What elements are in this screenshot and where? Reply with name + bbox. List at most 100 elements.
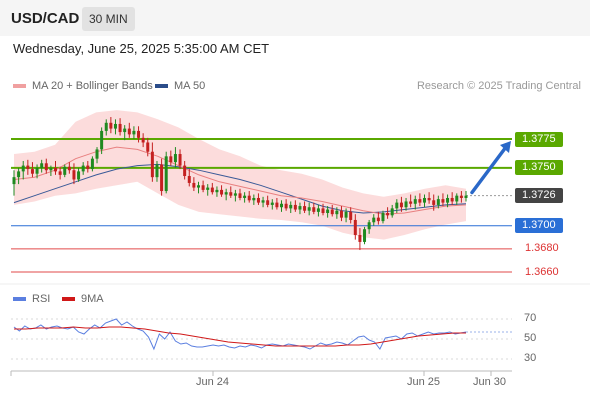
candle-body	[266, 200, 270, 205]
candle-body	[353, 219, 357, 235]
candle-body	[459, 195, 463, 198]
candle-body	[390, 208, 394, 216]
candle-body	[284, 203, 288, 209]
datetime-label: Wednesday, June 25, 2025 5:35:00 AM CET	[13, 41, 270, 56]
rsi-ma9-line	[14, 326, 466, 347]
forecast-arrow-head	[500, 141, 511, 153]
candle-body	[86, 165, 90, 170]
symbol-title: USD/CAD	[11, 10, 80, 27]
rsi-tick-50: 50	[524, 332, 537, 344]
rsi-swatch	[13, 297, 26, 301]
candle-body	[256, 197, 260, 203]
candle-body	[441, 199, 445, 203]
candle-body	[183, 165, 187, 177]
candle-body	[238, 193, 242, 198]
candle-body	[455, 195, 459, 202]
candle-body	[123, 128, 127, 133]
candle-body	[252, 197, 256, 201]
candle-body	[63, 166, 67, 175]
candle-body	[367, 222, 371, 230]
candle-body	[173, 154, 177, 163]
candle-body	[109, 122, 113, 129]
level-tag-1-3660: 1.3660	[525, 265, 559, 278]
ma20-label: MA 20 + Bollinger Bands	[32, 80, 153, 92]
rsi-tick-30: 30	[524, 352, 537, 364]
candle-body	[150, 151, 154, 178]
rsi-tick-70: 70	[524, 312, 537, 324]
candle-body	[349, 211, 353, 220]
candle-body	[464, 195, 468, 198]
candle-body	[409, 201, 413, 204]
candle-body	[137, 130, 141, 138]
candle-body	[35, 167, 39, 174]
rsi-label: RSI	[32, 293, 51, 305]
ma20-line	[13, 146, 467, 215]
candle-body	[187, 176, 191, 183]
candle-body	[12, 177, 16, 185]
ma9-label: 9MA	[81, 293, 104, 305]
candle-body	[418, 199, 422, 203]
candle-body	[164, 156, 168, 192]
legend-ma9: 9MA	[62, 293, 104, 305]
timeframe-badge[interactable]: 30 MIN	[82, 7, 135, 31]
legend-ma50: MA 50	[155, 80, 205, 92]
candle-body	[224, 192, 228, 195]
candle-body	[104, 122, 108, 131]
candle-body	[49, 167, 53, 171]
candle-body	[395, 202, 399, 209]
candle-body	[58, 171, 62, 175]
candle-body	[376, 217, 380, 222]
candle-body	[280, 203, 284, 208]
legend-rsi: RSI	[13, 293, 50, 305]
candle-body	[413, 199, 417, 204]
candle-body	[146, 142, 150, 152]
candle-body	[21, 165, 25, 172]
candle-body	[206, 187, 210, 190]
candle-body	[261, 200, 265, 203]
rsi-line	[13, 318, 467, 351]
candle-body	[127, 128, 131, 135]
candle-body	[358, 234, 362, 242]
level-tag-1-3680: 1.3680	[525, 242, 559, 255]
candle-body	[95, 149, 99, 159]
candle-body	[169, 156, 173, 163]
candle-body	[275, 202, 279, 208]
level-tag-1-3750: 1.3750	[515, 160, 563, 176]
candle-body	[243, 195, 247, 198]
level-tag-1-3700: 1.3700	[515, 218, 563, 234]
candle-body	[132, 130, 136, 135]
candle-body	[307, 207, 311, 211]
candle-body	[40, 163, 44, 168]
candle-body	[196, 185, 200, 188]
candle-body	[289, 204, 293, 209]
ma20-swatch	[13, 84, 26, 88]
candle-body	[229, 192, 233, 196]
candle-body	[141, 137, 145, 143]
candle-body	[399, 202, 403, 208]
candle-body	[293, 204, 297, 210]
candle-body	[178, 154, 182, 166]
ma50-line	[13, 163, 467, 214]
candle-body	[316, 208, 320, 212]
candle-body	[339, 210, 343, 218]
candle-body	[233, 193, 237, 196]
candle-body	[54, 167, 58, 172]
candle-body	[330, 209, 334, 215]
candle-body	[335, 210, 339, 215]
candle-body	[30, 169, 34, 174]
candle-body	[363, 229, 367, 242]
ma50-label: MA 50	[174, 80, 206, 92]
bollinger-band	[14, 110, 466, 240]
candle-body	[427, 197, 431, 201]
candle-body	[17, 171, 21, 178]
candle-body	[81, 165, 85, 172]
candle-body	[326, 209, 330, 214]
level-tag-1-3726: 1.3726	[515, 188, 563, 204]
candle-body	[381, 213, 385, 222]
candle-body	[386, 213, 390, 216]
candle-body	[160, 164, 164, 192]
candle-body	[72, 170, 76, 180]
candle-body	[220, 189, 224, 195]
candle-body	[422, 197, 426, 203]
